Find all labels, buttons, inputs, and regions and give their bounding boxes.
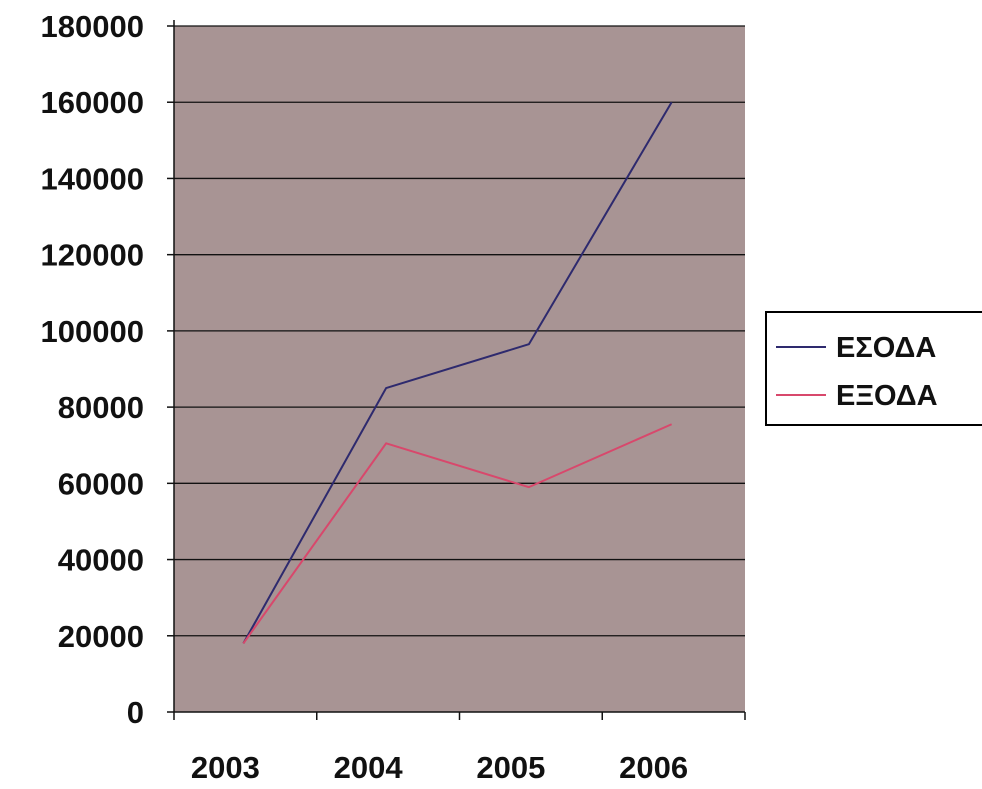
x-tick-label: 2004	[334, 750, 404, 784]
y-tick-label: 140000	[41, 161, 144, 196]
x-tick-label: 2006	[619, 750, 688, 784]
series-line-1	[242, 101, 673, 644]
x-axis-tick-labels: 2003 2004 2005 2006	[191, 750, 688, 785]
y-tick-label: 20000	[58, 619, 144, 654]
y-tick-label: 0	[127, 695, 144, 730]
y-tick-label: 40000	[58, 543, 144, 578]
y-tick-label: 60000	[58, 466, 144, 501]
axes	[167, 20, 746, 720]
legend: ΕΣΟΔΑ ΕΞΟΔΑ	[765, 311, 982, 426]
series-line-2	[242, 423, 673, 644]
legend-box	[765, 311, 982, 426]
series-lines	[242, 101, 673, 644]
legend-label: ΕΣΟΔΑ	[836, 332, 936, 364]
legend-label: ΕΞΟΔΑ	[836, 380, 938, 412]
gridlines	[174, 25, 745, 637]
y-tick-label: 120000	[41, 238, 144, 273]
x-tick-label: 2005	[476, 750, 545, 784]
y-tick-label: 80000	[58, 390, 144, 425]
x-tick-label: 2003	[191, 750, 260, 784]
y-axis-tick-labels: 0 20000 40000 60000 80000 100000 120000 140000 1…	[41, 9, 144, 730]
y-tick-label: 100000	[41, 314, 144, 349]
y-tick-label: 160000	[41, 85, 144, 120]
y-tick-label: 180000	[41, 9, 144, 44]
plot-area	[174, 26, 745, 712]
